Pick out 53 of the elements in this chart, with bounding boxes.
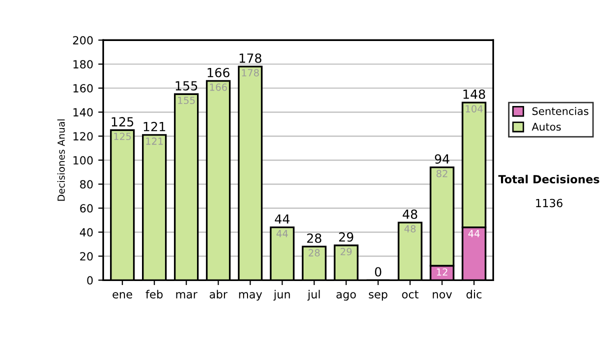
data-label: 155 <box>178 96 195 104</box>
x-tick-label: may <box>239 292 262 301</box>
total-label: 0 <box>374 267 382 277</box>
x-tick-label: abr <box>210 290 228 298</box>
total-label: 94 <box>434 154 450 164</box>
text: Total Decisiones <box>498 174 600 184</box>
data-label: 28 <box>308 249 320 256</box>
x-tick-label: feb <box>146 290 163 298</box>
legend-label: Sentencias <box>532 107 588 116</box>
total-label: 29 <box>339 232 354 242</box>
y-axis-title: Decisiones Anual <box>57 119 65 201</box>
data-label: 12 <box>436 268 448 276</box>
y-tick-label: 160 <box>73 84 93 93</box>
total-label: 178 <box>240 53 262 63</box>
data-label: 121 <box>146 138 163 145</box>
x-tick-label: ene <box>112 292 132 298</box>
total-label: 48 <box>402 209 418 219</box>
total-label: 166 <box>208 68 230 78</box>
data-label: 44 <box>276 230 288 238</box>
y-tick-label: 120 <box>73 132 93 141</box>
text: 1136 <box>536 198 562 208</box>
legend-label: Autos <box>532 122 561 131</box>
x-tick-label: sep <box>368 292 388 301</box>
x-tick-label: dic <box>466 290 482 298</box>
data-label: 178 <box>242 69 259 76</box>
x-tick-label: nov <box>432 292 452 298</box>
data-label: 48 <box>404 225 416 232</box>
data-label: 125 <box>114 132 131 140</box>
x-tick-label: jun <box>273 290 290 301</box>
total-label: 121 <box>144 122 166 132</box>
x-tick-label: mar <box>176 292 198 298</box>
x-tick-label: ago <box>336 292 356 301</box>
data-label: 82 <box>436 170 448 178</box>
total-label: 28 <box>307 233 322 243</box>
y-tick-label: 0 <box>87 276 93 285</box>
y-tick-label: 140 <box>73 108 93 117</box>
total-label: 155 <box>176 81 198 91</box>
x-tick-label: oct <box>402 290 418 298</box>
y-tick-label: 20 <box>80 252 93 261</box>
data-label: 166 <box>210 84 227 91</box>
data-label: 104 <box>466 105 483 112</box>
y-tick-label: 100 <box>73 156 93 165</box>
x-tick-label: jul <box>307 290 320 301</box>
data-label: 44 <box>468 230 480 238</box>
total-label: 125 <box>112 117 134 127</box>
data-label: 29 <box>340 248 352 256</box>
y-tick-label: 60 <box>80 204 93 213</box>
y-tick-label: 180 <box>73 60 93 69</box>
y-tick-label: 200 <box>73 36 93 44</box>
y-tick-label: 40 <box>80 228 93 237</box>
y-tick-label: 80 <box>80 180 93 189</box>
total-label: 44 <box>274 214 290 224</box>
total-label: 148 <box>463 89 486 99</box>
